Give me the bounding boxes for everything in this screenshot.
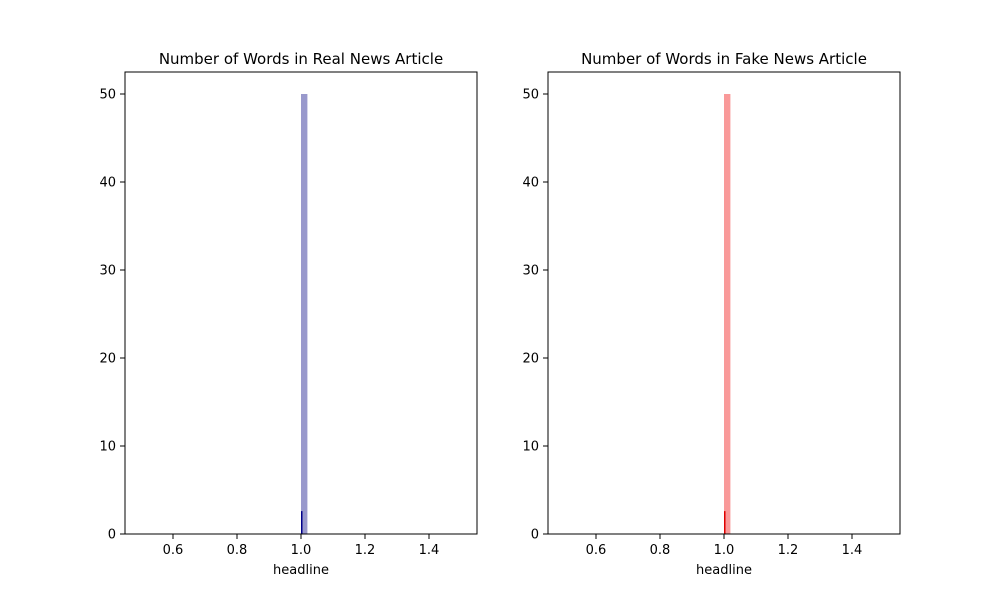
fake-x-tick-label-2: 1.0 bbox=[714, 543, 735, 558]
fake-chart-title: Number of Words in Fake News Article bbox=[581, 50, 867, 68]
fake-y-tick-label-2: 20 bbox=[522, 352, 539, 367]
fake-x-axis-label: headline bbox=[696, 563, 752, 578]
real-chart-title: Number of Words in Real News Article bbox=[159, 50, 443, 68]
fake-y-tick-label-1: 10 bbox=[522, 440, 539, 455]
fake-x-tick-label-0: 0.6 bbox=[586, 543, 607, 558]
real-bar-0 bbox=[301, 94, 308, 534]
real-x-tick-label-3: 1.2 bbox=[355, 543, 376, 558]
real-y-tick-label-5: 50 bbox=[99, 88, 116, 103]
fake-bar-1 bbox=[724, 511, 726, 534]
real-y-tick-label-0: 0 bbox=[108, 528, 116, 543]
fake-news-chart: 0.6 0.8 1.0 1.2 1.4 0 10 20 30 40 50 Number of Word… bbox=[522, 50, 901, 578]
fake-y-tick-label-0: 0 bbox=[531, 528, 539, 543]
real-y-tick-label-3: 30 bbox=[99, 264, 116, 279]
real-x-tick-label-1: 0.8 bbox=[227, 543, 248, 558]
real-y-tick-label-2: 20 bbox=[99, 352, 116, 367]
fake-x-tick-label-1: 0.8 bbox=[650, 543, 671, 558]
real-bar-1 bbox=[301, 511, 303, 534]
fake-y-tick-label-3: 30 bbox=[522, 264, 539, 279]
real-x-tick-label-0: 0.6 bbox=[163, 543, 184, 558]
real-y-tick-label-1: 10 bbox=[99, 440, 116, 455]
real-x-tick-label-4: 1.4 bbox=[419, 543, 440, 558]
real-x-tick-label-2: 1.0 bbox=[291, 543, 312, 558]
real-x-axis-label: headline bbox=[273, 563, 329, 578]
fake-bar-0 bbox=[724, 94, 731, 534]
fake-y-tick-label-4: 40 bbox=[522, 176, 539, 191]
real-news-chart: 0.6 0.8 1.0 1.2 1.4 0 10 20 30 40 50 Number of Word… bbox=[99, 50, 478, 578]
real-y-tick-label-4: 40 bbox=[99, 176, 116, 191]
fake-y-tick-label-5: 50 bbox=[522, 88, 539, 103]
fake-x-tick-label-4: 1.4 bbox=[842, 543, 863, 558]
fake-x-tick-label-3: 1.2 bbox=[778, 543, 799, 558]
